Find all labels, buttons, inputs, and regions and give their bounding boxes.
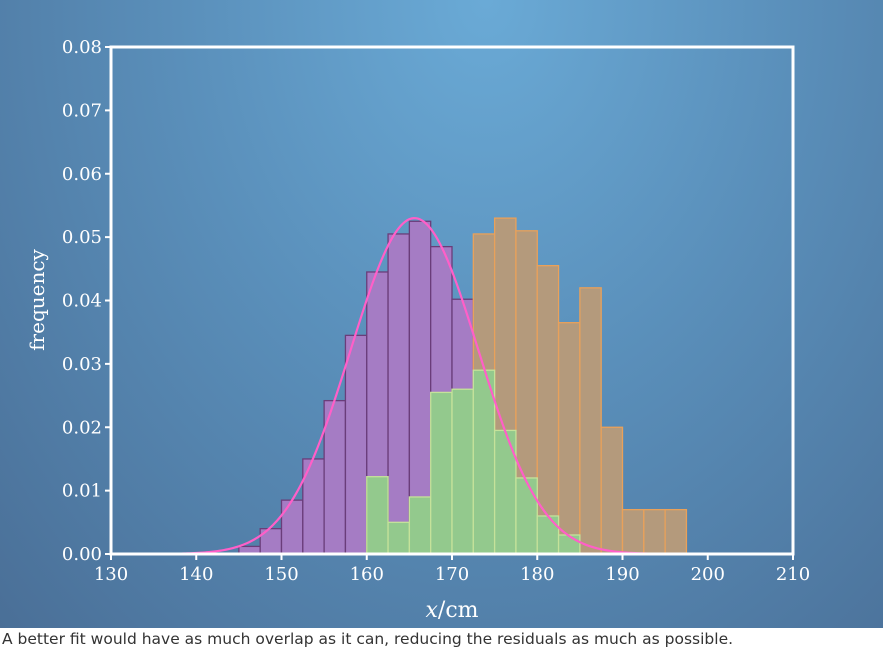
green-bar (472, 369, 496, 555)
x-tick-label: 140 (179, 564, 213, 585)
purple-bar (344, 334, 368, 555)
y-tick-label: 0.05 (62, 227, 102, 248)
y-tick-label: 0.08 (62, 37, 102, 58)
green-bar (408, 496, 432, 555)
green-bar (366, 476, 389, 555)
orange-bar (579, 287, 602, 555)
green-bar (451, 388, 474, 555)
fit-curve (153, 217, 708, 556)
purple-bar (280, 499, 304, 555)
green-bar (515, 477, 538, 555)
x-tick-label: 170 (435, 564, 469, 585)
histogram-chart: 130 140 150 160 170 180 190 200 210 0.00 0.01 0.02… (25, 37, 810, 623)
figure-caption: A better fit would have as much overlap … (2, 630, 734, 648)
orange-bar (664, 508, 688, 555)
x-tick-label: 190 (605, 564, 639, 585)
y-axis-label: frequency (25, 248, 49, 350)
y-axis: 0.00 0.01 0.02 0.03 0.04 0.05 0.06 0.07 0.08 (62, 37, 111, 565)
green-bar (430, 391, 453, 555)
green-bar (387, 521, 411, 555)
y-tick-label: 0.03 (62, 354, 102, 375)
orange-bar (621, 508, 645, 555)
x-tick-label: 180 (520, 564, 554, 585)
y-tick-label: 0.06 (62, 164, 102, 185)
orange-bar (600, 426, 624, 555)
x-tick-label: 130 (94, 564, 128, 585)
x-tick-label: 210 (776, 564, 810, 585)
purple-bar (387, 233, 411, 555)
green-histogram (366, 369, 581, 555)
y-tick-label: 0.02 (62, 417, 102, 438)
x-tick-label: 200 (691, 564, 725, 585)
x-tick-label: 160 (350, 564, 384, 585)
x-tick-label: 150 (264, 564, 298, 585)
x-axis: 130 140 150 160 170 180 190 200 210 (94, 554, 810, 585)
chart-figure: 130 140 150 160 170 180 190 200 210 0.00 0.01 0.02… (0, 0, 883, 628)
y-tick-label: 0.04 (62, 291, 102, 312)
green-bar (536, 515, 560, 555)
y-tick-label: 0.07 (62, 100, 102, 121)
green-bar (557, 534, 581, 555)
x-axis-label: x/cm (425, 598, 478, 623)
orange-bar (643, 508, 666, 555)
orange-bar (536, 264, 560, 555)
y-tick-label: 0.00 (62, 544, 102, 565)
x-axis-label-unit: /cm (438, 598, 479, 623)
y-tick-label: 0.01 (62, 481, 102, 502)
x-axis-label-variable: x (425, 598, 438, 623)
orange-bar (557, 322, 581, 555)
